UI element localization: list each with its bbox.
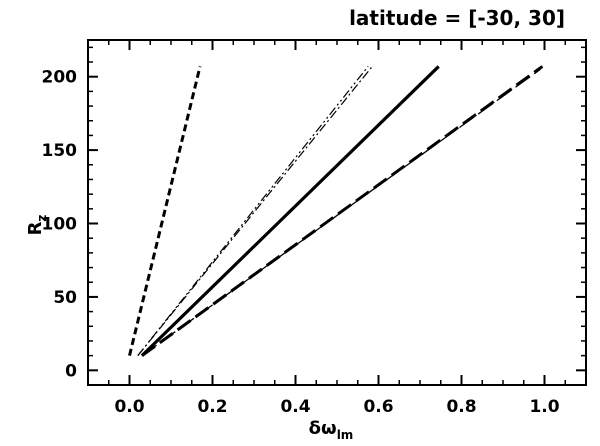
- x-axis-label: δωlm: [309, 418, 354, 442]
- x-axis-ticks: 0.0 0.2 0.4 0.6 0.8 1.0: [87, 40, 587, 417]
- series-line-2: [137, 66, 373, 357]
- x-axis-label-symbol: δω: [309, 418, 337, 439]
- x-tick-label: 1.0: [529, 397, 559, 417]
- chart-title: latitude = [-30, 30]: [349, 6, 565, 30]
- y-axis-label-symbol: R: [25, 221, 46, 235]
- x-tick-label: 0.4: [280, 397, 310, 417]
- series-line-6: [141, 68, 541, 357]
- y-tick-label: 0: [65, 361, 77, 381]
- y-tick-label: 150: [42, 141, 78, 161]
- series-lines: [128, 65, 544, 357]
- x-tick-label: 0.0: [114, 397, 144, 417]
- y-axis-ticks: 0 50 100 150 200: [42, 46, 586, 386]
- y-axis-label-subscript: z: [35, 215, 49, 222]
- series-line-1: [128, 66, 202, 356]
- series-line-4: [140, 65, 440, 357]
- y-tick-label: 100: [42, 215, 78, 235]
- x-axis-label-subscript: lm: [337, 428, 354, 442]
- x-tick-label: 0.6: [363, 397, 393, 417]
- x-tick-label: 0.2: [197, 397, 227, 417]
- x-tick-label: 0.8: [446, 397, 476, 417]
- y-tick-label: 200: [42, 68, 78, 88]
- y-axis-label: Rz: [25, 215, 49, 236]
- series-line-3: [137, 66, 369, 357]
- y-tick-label: 50: [53, 288, 77, 308]
